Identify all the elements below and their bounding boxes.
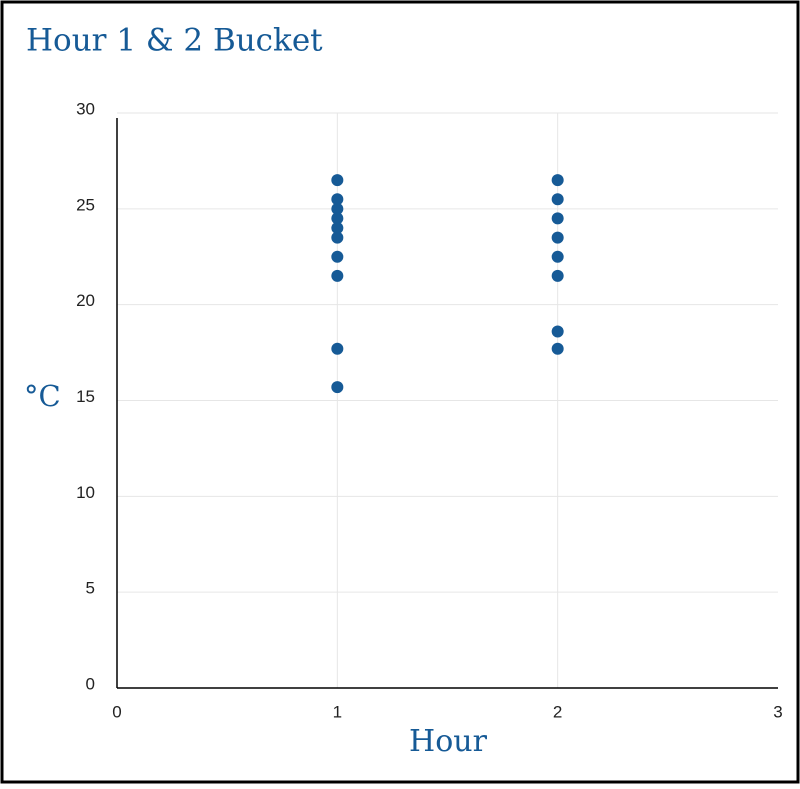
y-tick-label: 5: [86, 579, 95, 598]
y-tick-label: 20: [76, 291, 95, 310]
point: [331, 212, 344, 225]
point: [331, 250, 344, 263]
point: [551, 342, 564, 355]
point: [331, 193, 344, 206]
point: [551, 212, 564, 225]
y-tick-label: 0: [86, 674, 95, 693]
y-tick-label: 15: [76, 387, 95, 406]
x-axis-label: Hour: [409, 724, 488, 759]
point: [551, 193, 564, 206]
y-tick-label: 25: [76, 195, 95, 214]
y-tick-label: 10: [76, 483, 95, 502]
point: [551, 269, 564, 282]
x-tick-label: 2: [553, 702, 562, 721]
x-tick-label: 3: [773, 702, 782, 721]
point: [551, 174, 564, 187]
point: [331, 381, 344, 394]
point: [331, 231, 344, 244]
point: [331, 174, 344, 187]
point: [331, 269, 344, 282]
point: [331, 342, 344, 355]
chart-title: Hour 1 & 2 Bucket: [26, 23, 323, 59]
point: [331, 202, 344, 215]
point: [551, 325, 564, 338]
x-tick-label: 1: [333, 702, 342, 721]
x-tick-label: 0: [112, 702, 121, 721]
point: [551, 250, 564, 263]
y-tick-label: 30: [76, 99, 95, 118]
point: [331, 222, 344, 234]
point: [551, 231, 564, 244]
y-axis-label: °C: [24, 379, 61, 413]
